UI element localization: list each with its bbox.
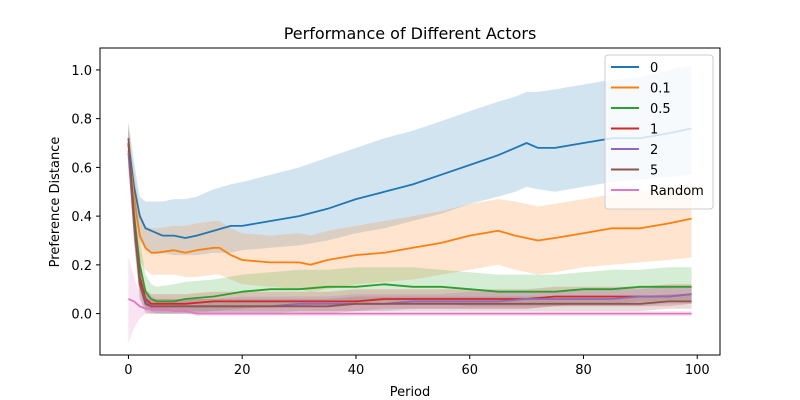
legend-label: 5 bbox=[650, 164, 658, 179]
x-axis-ticks: 0 20 40 60 80 100 bbox=[124, 355, 710, 378]
axes-frame bbox=[99, 47, 721, 356]
legend-label: 0.5 bbox=[650, 102, 671, 117]
series-lines bbox=[127, 127, 692, 315]
x-tick-label: 100 bbox=[685, 363, 710, 378]
y-axis-ticks: 0.0 0.2 0.4 0.6 0.8 1.0 bbox=[71, 64, 100, 323]
y-axis-label: Preference Distance bbox=[48, 137, 63, 268]
band-series-0 bbox=[128, 65, 692, 256]
legend-label: 0 bbox=[650, 61, 658, 76]
legend-label: 0.1 bbox=[650, 82, 671, 97]
x-axis-label: Period bbox=[390, 385, 431, 400]
x-tick-label: 40 bbox=[348, 363, 365, 378]
band-series-1 bbox=[128, 128, 692, 292]
x-tick-label: 0 bbox=[124, 363, 132, 378]
x-tick-label: 60 bbox=[461, 363, 478, 378]
y-tick-label: 0.4 bbox=[71, 210, 92, 225]
y-tick-label: 1.0 bbox=[71, 64, 92, 79]
line-series-2 bbox=[127, 142, 692, 303]
y-tick-label: 0.8 bbox=[71, 113, 92, 128]
y-tick-label: 0.6 bbox=[71, 161, 92, 176]
x-tick-label: 80 bbox=[575, 363, 592, 378]
line-series-0 bbox=[127, 127, 692, 239]
legend: 0 0.1 0.5 1 2 5 Random bbox=[604, 54, 714, 210]
chart-title: Performance of Different Actors bbox=[284, 24, 537, 43]
line-series-3 bbox=[127, 142, 692, 305]
line-series-6 bbox=[128, 298, 692, 315]
plot-area bbox=[127, 65, 692, 343]
legend-label: Random bbox=[650, 184, 704, 199]
y-tick-label: 0.0 bbox=[71, 308, 92, 323]
band-series-3 bbox=[128, 128, 692, 312]
y-tick-label: 0.2 bbox=[71, 259, 92, 274]
band-series-2 bbox=[128, 123, 692, 314]
line-series-1 bbox=[127, 150, 692, 266]
line-series-5 bbox=[127, 138, 692, 308]
x-tick-label: 20 bbox=[234, 363, 251, 378]
legend-label: 2 bbox=[650, 143, 658, 158]
legend-label: 1 bbox=[650, 123, 658, 138]
